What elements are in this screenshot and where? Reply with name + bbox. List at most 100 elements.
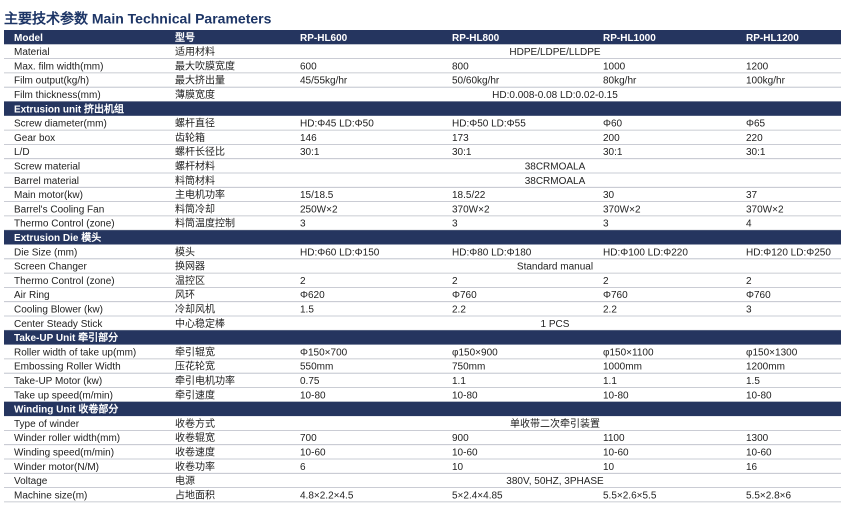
value: 5.5×2.8×6	[746, 490, 791, 501]
param-en: Type of winder	[14, 419, 80, 430]
column-header: RP-HL1000	[603, 33, 656, 44]
value: 50/60kg/hr	[452, 76, 500, 87]
value: 15/18.5	[300, 190, 334, 201]
value: 10	[603, 462, 615, 473]
param-zh: 占地面积	[175, 488, 215, 501]
value: 550mm	[300, 362, 333, 373]
value: 750mm	[452, 362, 485, 373]
value: 1.1	[452, 376, 466, 387]
value: 3	[452, 219, 458, 230]
section-title: Winding Unit 收卷部分	[14, 403, 118, 416]
value: 10-80	[746, 390, 772, 401]
value: Φ760	[746, 290, 771, 301]
value: 30:1	[300, 147, 320, 158]
param-zh: 换网器	[175, 260, 205, 273]
value: 10-60	[746, 447, 772, 458]
param-zh: 齿轮箱	[175, 131, 205, 144]
param-en: Winder motor(N/M)	[14, 462, 99, 473]
value: Φ620	[300, 290, 325, 301]
param-en: L/D	[14, 147, 30, 158]
param-zh: 主电机功率	[175, 188, 225, 201]
param-zh: 最大吹膜宽度	[175, 59, 235, 72]
value: 800	[452, 61, 469, 72]
param-en: Film thickness(mm)	[14, 90, 101, 101]
param-en: Barrel material	[14, 176, 79, 187]
value: 370W×2	[452, 204, 490, 215]
param-zh: 牵引辊宽	[175, 345, 215, 358]
value: 30:1	[746, 147, 766, 158]
value: 30:1	[452, 147, 472, 158]
value: 2.2	[452, 304, 466, 315]
value: 2	[603, 276, 609, 287]
param-zh: 最大挤出量	[175, 74, 225, 87]
value: 3	[300, 219, 306, 230]
param-en: Cooling Blower (kw)	[14, 304, 103, 315]
section-title: Take-UP Unit 牵引部分	[14, 331, 118, 344]
param-zh: 风环	[175, 289, 195, 301]
value: 10	[452, 462, 464, 473]
section-row	[4, 401, 841, 417]
param-zh: 牵引电机功率	[175, 374, 235, 387]
value: HD:Φ60 LD:Φ150	[300, 247, 380, 258]
param-en: Die Size (mm)	[14, 247, 77, 258]
param-zh: 收卷速度	[175, 445, 215, 458]
value: 5×2.4×4.85	[452, 490, 503, 501]
value: HD:Φ50 LD:Φ55	[452, 119, 526, 130]
value: 370W×2	[603, 204, 641, 215]
value: 100kg/hr	[746, 76, 786, 87]
value: 1.1	[603, 376, 617, 387]
param-zh: 温控区	[175, 274, 205, 287]
value: Φ60	[603, 119, 623, 130]
merged-value: HDPE/LDPE/LLDPE	[509, 47, 600, 58]
value: 1000mm	[603, 362, 642, 373]
value: Φ150×700	[300, 347, 348, 358]
value: 700	[300, 433, 317, 444]
param-zh: 牵引速度	[175, 388, 215, 401]
section-row	[4, 330, 841, 345]
param-zh: 料筒冷却	[175, 202, 215, 215]
column-header: Model	[14, 33, 43, 44]
value: 2	[452, 276, 458, 287]
param-zh: 薄膜宽度	[175, 88, 215, 101]
value: 30:1	[603, 147, 623, 158]
param-zh: 收卷功率	[175, 460, 215, 473]
param-zh: 收卷辊宽	[175, 431, 215, 444]
value: 1300	[746, 433, 769, 444]
value: HD:Φ45 LD:Φ50	[300, 119, 374, 130]
param-en: Air Ring	[14, 290, 50, 301]
param-en: Barrel's Cooling Fan	[14, 204, 104, 215]
section-title: Extrusion unit 挤出机组	[14, 102, 124, 115]
value: 370W×2	[746, 204, 784, 215]
column-header: 型号	[175, 31, 195, 44]
param-zh: 适用材料	[175, 45, 215, 58]
value: φ150×1300	[746, 347, 798, 358]
value: 10-60	[452, 447, 478, 458]
value: 30	[603, 190, 615, 201]
param-en: Screen Changer	[14, 262, 87, 273]
value: 10-80	[603, 390, 629, 401]
value: 5.5×2.6×5.5	[603, 490, 657, 501]
param-en: Thermo Control (zone)	[14, 276, 115, 287]
value: Φ760	[603, 290, 628, 301]
param-zh: 料筒材料	[175, 174, 215, 187]
param-en: Thermo Control (zone)	[14, 219, 115, 230]
param-en: Material	[14, 47, 50, 58]
value: 18.5/22	[452, 190, 486, 201]
column-header: RP-HL600	[300, 33, 348, 44]
param-zh: 压花轮宽	[175, 360, 215, 373]
value: 45/55kg/hr	[300, 76, 348, 87]
param-en: Winder roller width(mm)	[14, 433, 120, 444]
value: 4.8×2.2×4.5	[300, 490, 354, 501]
value: 4	[746, 219, 752, 230]
value: 2	[746, 276, 752, 287]
value: 1100	[603, 433, 625, 444]
value: 146	[300, 133, 317, 144]
param-zh: 模头	[175, 246, 195, 258]
param-en: Main motor(kw)	[14, 190, 83, 201]
merged-value: Standard manual	[517, 262, 593, 273]
value: 1.5	[300, 304, 314, 315]
value: 80kg/hr	[603, 76, 637, 87]
value: 37	[746, 190, 758, 201]
merged-value: 38CRMOALA	[525, 161, 586, 172]
